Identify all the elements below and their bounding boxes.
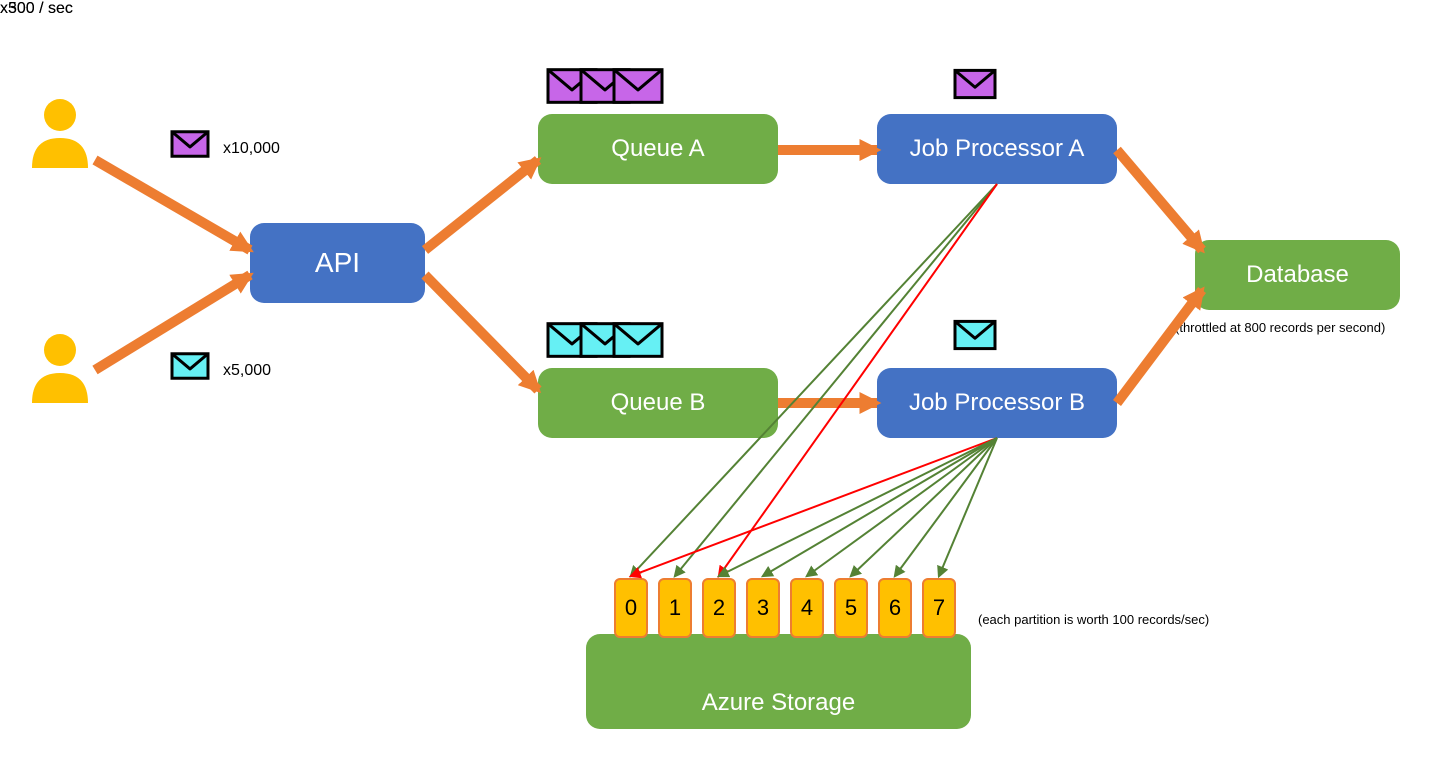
processor-a-box: Job Processor A [877,114,1117,184]
proc-b-label: Job Processor B [909,389,1085,417]
azure-storage-box: Azure Storage [586,634,971,729]
envelope-icon [581,70,629,103]
queue-a-box: Queue A [538,114,778,184]
envelope-icon [172,132,208,156]
processor-b-box: Job Processor B [877,368,1117,438]
partition-0: 0 [614,578,648,638]
partition-3: 3 [746,578,780,638]
storage-label: Azure Storage [702,689,855,717]
throttle-note: (throttled at 800 records per second) [1175,320,1385,335]
user1-count-label: x10,000 [223,140,280,158]
person-icon [32,334,88,403]
queue-b-label: Queue B [611,389,706,417]
user2-count-label: x5,000 [223,362,271,380]
partition-2: 2 [702,578,736,638]
database-label: Database [1246,261,1349,289]
partition-6: 6 [878,578,912,638]
queue-a-label: Queue A [611,135,704,163]
api-label: API [315,247,360,279]
envelope-icon [548,324,596,357]
envelope-icon [614,324,662,357]
envelope-icon [548,70,596,103]
partition-1: 1 [658,578,692,638]
database-box: Database [1195,240,1400,310]
envelope-icon [172,354,208,378]
person-icon [32,99,88,168]
envelope-icon [955,70,995,97]
envelope-icon [955,321,995,348]
partition-7: 7 [922,578,956,638]
proc-a-label: Job Processor A [910,135,1085,163]
partition-4: 4 [790,578,824,638]
envelope-icon [614,70,662,103]
queue-b-box: Queue B [538,368,778,438]
api-box: API [250,223,425,303]
proc-b-rate-label: x500 / sec [0,0,73,18]
partition-5: 5 [834,578,868,638]
partition-note: (each partition is worth 100 records/sec… [978,612,1209,627]
envelope-icon [581,324,629,357]
